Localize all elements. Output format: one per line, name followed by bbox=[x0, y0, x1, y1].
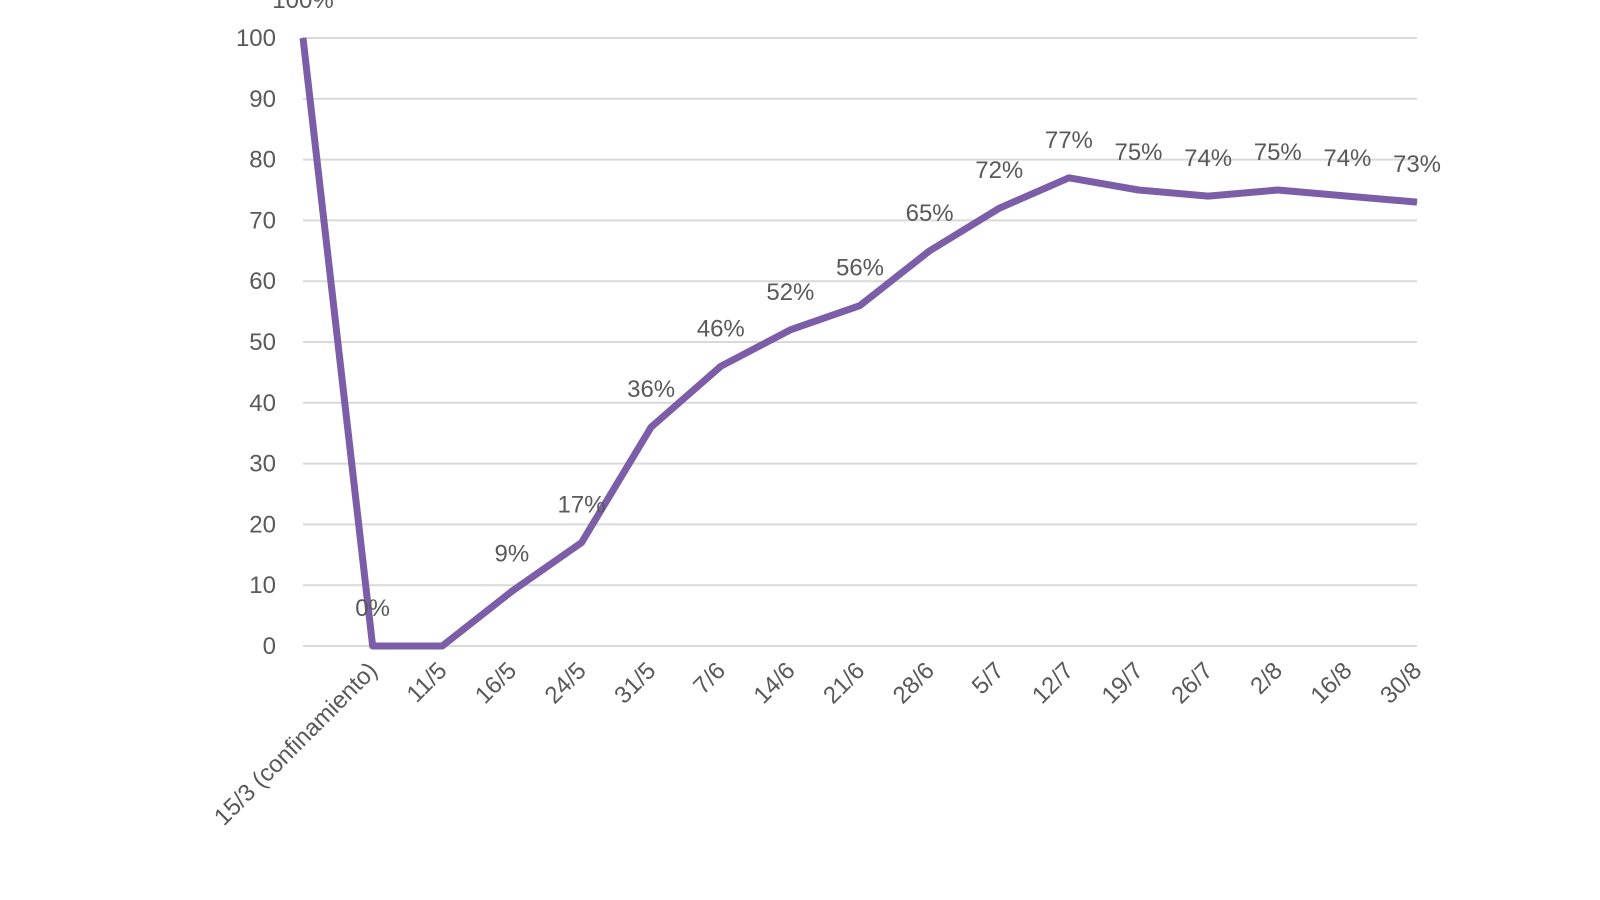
x-tick-label: 15/3 (confinamiento) bbox=[209, 657, 383, 831]
data-label: 100% bbox=[272, 0, 333, 14]
x-tick-label: 11/5 bbox=[402, 657, 453, 708]
data-point bbox=[859, 305, 861, 307]
y-tick-label: 90 bbox=[249, 86, 276, 113]
data-label: 65% bbox=[906, 200, 954, 227]
x-tick-label: 19/7 bbox=[1097, 657, 1149, 709]
data-label: 74% bbox=[1184, 145, 1232, 172]
data-point bbox=[511, 590, 513, 592]
x-tick-label: 30/8 bbox=[1375, 657, 1427, 709]
data-label: 72% bbox=[975, 157, 1023, 184]
x-tick-label: 5/7 bbox=[967, 657, 1010, 700]
data-point bbox=[1416, 201, 1418, 203]
data-labels: 100% 0% 9% 17% 36% 46% 52% 56% 65% 72% 77% 75% 74% 75… bbox=[272, 0, 1441, 622]
x-tick-label: 21/6 bbox=[818, 657, 870, 709]
data-label: 75% bbox=[1114, 139, 1162, 166]
data-label: 77% bbox=[1045, 127, 1093, 154]
y-tick-label: 50 bbox=[249, 329, 276, 356]
data-point bbox=[1207, 195, 1209, 197]
data-label: 36% bbox=[627, 376, 675, 403]
y-tick-label: 40 bbox=[249, 390, 276, 417]
y-tick-label: 60 bbox=[249, 268, 276, 295]
data-label: 75% bbox=[1254, 139, 1302, 166]
x-tick-label: 12/7 bbox=[1027, 657, 1079, 709]
x-tick-label: 16/5 bbox=[470, 657, 522, 709]
data-point bbox=[998, 207, 1000, 209]
x-tick-label: 16/8 bbox=[1305, 657, 1357, 709]
y-tick-label: 70 bbox=[249, 207, 276, 234]
data-point bbox=[929, 250, 931, 252]
x-tick-label: 26/7 bbox=[1166, 657, 1218, 709]
data-label: 0% bbox=[355, 595, 390, 622]
data-label: 17% bbox=[557, 492, 605, 519]
y-axis-ticks: 0 10 20 30 40 50 60 70 80 90 100 bbox=[236, 25, 276, 660]
data-label: 56% bbox=[836, 255, 884, 282]
y-tick-label: 30 bbox=[249, 451, 276, 478]
data-point bbox=[441, 645, 443, 647]
data-label: 52% bbox=[766, 279, 814, 306]
data-point bbox=[1138, 189, 1139, 191]
data-label: 46% bbox=[697, 315, 745, 342]
data-point bbox=[581, 542, 582, 544]
data-point bbox=[1346, 195, 1348, 197]
y-tick-label: 80 bbox=[249, 147, 276, 174]
y-tick-label: 10 bbox=[249, 572, 276, 599]
data-label: 9% bbox=[495, 540, 530, 567]
data-point bbox=[302, 37, 304, 39]
data-point bbox=[720, 365, 722, 367]
data-point bbox=[1068, 177, 1070, 179]
data-point bbox=[372, 645, 374, 647]
x-axis-ticks: 15/3 (confinamiento) 11/5 16/5 24/5 31/5 7/6 1… bbox=[209, 657, 1427, 831]
data-label: 73% bbox=[1393, 151, 1441, 178]
y-tick-label: 100 bbox=[236, 25, 276, 52]
x-tick-label: 24/5 bbox=[540, 657, 592, 709]
data-point bbox=[789, 329, 791, 331]
x-tick-label: 28/6 bbox=[888, 657, 940, 709]
x-tick-label: 2/8 bbox=[1245, 657, 1288, 700]
data-point bbox=[1277, 189, 1279, 191]
gridlines bbox=[303, 37, 1417, 647]
data-point bbox=[650, 426, 652, 428]
y-tick-label: 20 bbox=[249, 511, 276, 538]
x-tick-label: 31/5 bbox=[609, 657, 661, 709]
series-layer bbox=[299, 37, 1418, 650]
x-tick-label: 7/6 bbox=[688, 657, 731, 700]
data-label: 74% bbox=[1323, 145, 1371, 172]
y-tick-label: 0 bbox=[263, 633, 276, 660]
x-tick-label: 14/6 bbox=[748, 657, 800, 709]
